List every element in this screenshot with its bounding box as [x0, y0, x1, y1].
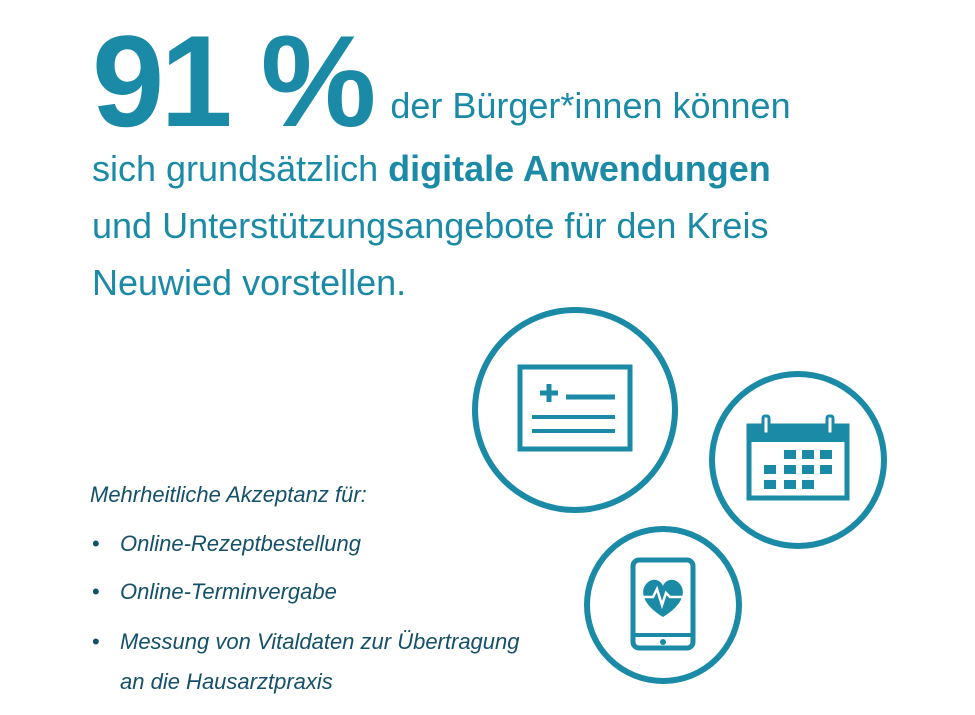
- headline-line-1-rest: der Bürger*innen können: [390, 85, 791, 126]
- bullet: •: [92, 579, 100, 604]
- headline-line-4: Neuwied vorstellen.: [92, 262, 407, 303]
- acceptance-block: Mehrheitliche Akzeptanz für: • Online-Re…: [90, 478, 540, 715]
- calendar-icon: [709, 371, 887, 549]
- list-item: • Online-Rezeptbestellung: [90, 526, 540, 561]
- headline-line-1: 91 % der Bürger*innen können: [92, 8, 952, 154]
- list-item: • Online-Terminvergabe: [90, 574, 540, 609]
- headline-percent: 91 %: [92, 8, 376, 154]
- headline-part2-bold: digitale Anwendungen: [388, 148, 771, 189]
- acceptance-list: • Online-Rezeptbestellung • Online-Termi…: [90, 526, 540, 702]
- headline: 91 % der Bürger*innen können sich grunds…: [92, 8, 952, 311]
- tablet-heart-icon: [584, 526, 742, 684]
- list-item-label: Online-Rezeptbestellung: [120, 531, 361, 556]
- bullet: •: [92, 531, 100, 556]
- headline-line-2: sich grundsätzlich digitale Anwendungen: [92, 140, 952, 197]
- list-item-label: Messung von Vitaldaten zur Übertragung a…: [120, 629, 520, 694]
- acceptance-title: Mehrheitliche Akzeptanz für:: [90, 482, 367, 507]
- prescription-icon: [472, 307, 678, 513]
- bullet: •: [92, 629, 100, 654]
- list-item: • Messung von Vitaldaten zur Übertragung…: [90, 622, 540, 702]
- headline-line-3: und Unterstützungsangebote für den Kreis: [92, 205, 769, 246]
- list-item-label: Online-Terminvergabe: [120, 579, 337, 604]
- headline-part2-prefix: sich grundsätzlich: [92, 148, 389, 189]
